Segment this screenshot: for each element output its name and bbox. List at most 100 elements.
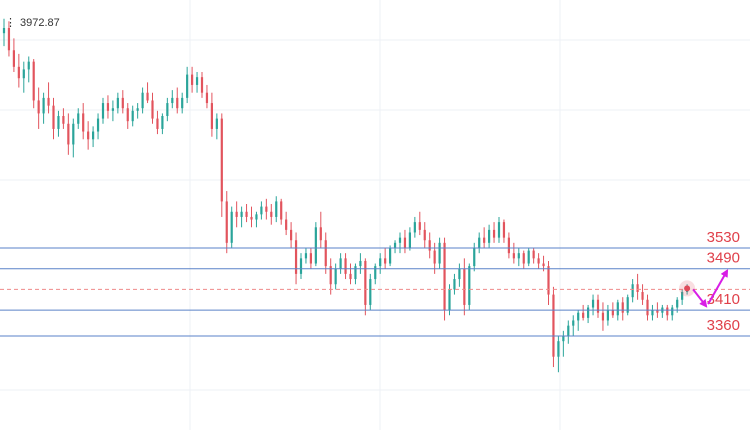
candle	[478, 232, 481, 254]
candle	[582, 304, 585, 321]
candle-body	[210, 103, 213, 129]
candle	[181, 92, 184, 114]
candle-body	[106, 103, 110, 111]
candle	[384, 248, 387, 269]
candle-body	[542, 263, 545, 267]
candle-body	[552, 294, 555, 357]
candle-body	[57, 116, 60, 129]
candle	[314, 222, 317, 267]
candle-body	[7, 28, 11, 51]
candle-body	[270, 211, 273, 217]
candle	[136, 103, 139, 119]
candle	[329, 258, 332, 295]
candle	[156, 110, 159, 135]
candle	[195, 72, 199, 93]
candle	[502, 219, 506, 243]
candle	[220, 113, 223, 217]
candle-body	[181, 97, 184, 109]
candle-body	[438, 242, 441, 264]
candle-body	[136, 108, 139, 111]
candle	[488, 224, 491, 248]
candle-body	[344, 258, 347, 274]
current-price-dot	[684, 285, 691, 292]
candle-body	[497, 222, 501, 238]
candle-body	[67, 123, 70, 145]
candle-body	[606, 310, 609, 321]
high-marker-dots: ⋮	[5, 17, 16, 29]
candle-body	[349, 273, 352, 280]
candle	[492, 222, 496, 243]
candle-body	[577, 312, 580, 321]
candle	[398, 232, 402, 254]
candle-body	[646, 299, 649, 316]
candle	[265, 198, 268, 220]
candle	[324, 232, 327, 274]
candle-body	[290, 229, 293, 241]
candle	[146, 82, 149, 104]
candle-body	[453, 279, 456, 290]
candle	[72, 118, 75, 158]
candle	[423, 222, 426, 248]
candle-body	[379, 258, 382, 267]
candle-body	[285, 219, 288, 230]
candle	[344, 253, 347, 280]
candle-body	[220, 118, 223, 202]
candle	[77, 108, 80, 129]
candle	[379, 253, 382, 274]
candle-body	[205, 92, 209, 104]
candle-body	[12, 50, 15, 67]
candle	[646, 294, 649, 321]
candle	[448, 284, 451, 316]
candle	[96, 113, 100, 140]
candle	[186, 66, 189, 104]
candle	[299, 253, 303, 280]
candle	[512, 242, 515, 264]
candle	[577, 310, 580, 331]
candle-body	[176, 97, 179, 109]
candle	[636, 273, 639, 300]
candle	[596, 294, 600, 318]
candle	[280, 198, 283, 225]
candle-body	[398, 237, 402, 243]
candle-body	[389, 248, 392, 264]
candle	[245, 204, 248, 223]
candle-body	[567, 325, 570, 336]
candle	[205, 84, 209, 109]
candle	[62, 108, 65, 129]
candle	[290, 222, 293, 248]
candle-body	[299, 258, 303, 274]
candle	[126, 103, 129, 129]
candle-body	[22, 69, 25, 79]
candle	[408, 227, 411, 251]
candle-body	[334, 268, 337, 285]
projection-layer	[679, 268, 729, 308]
candle	[621, 297, 624, 321]
price-level-label: 3360	[707, 317, 740, 334]
candle-body	[587, 307, 590, 318]
candle	[483, 227, 486, 248]
candle-body	[245, 211, 248, 217]
candle	[87, 121, 90, 150]
candle	[681, 289, 684, 305]
candle	[443, 237, 446, 321]
candle	[250, 206, 253, 228]
candle-body	[265, 206, 268, 212]
candle	[57, 110, 60, 137]
candle	[527, 248, 530, 267]
candle-body	[131, 110, 134, 122]
candle-body	[458, 268, 461, 280]
candle-body	[329, 266, 332, 285]
candle	[166, 97, 169, 122]
candle	[230, 206, 233, 248]
candle	[601, 302, 605, 331]
candle	[587, 304, 590, 324]
candle	[111, 100, 114, 122]
candle-body	[280, 201, 283, 220]
candle-body	[126, 108, 129, 122]
candle	[240, 206, 243, 228]
candle	[101, 97, 105, 124]
candle	[468, 263, 471, 311]
candle-body	[87, 131, 90, 140]
candle-body	[32, 61, 35, 101]
